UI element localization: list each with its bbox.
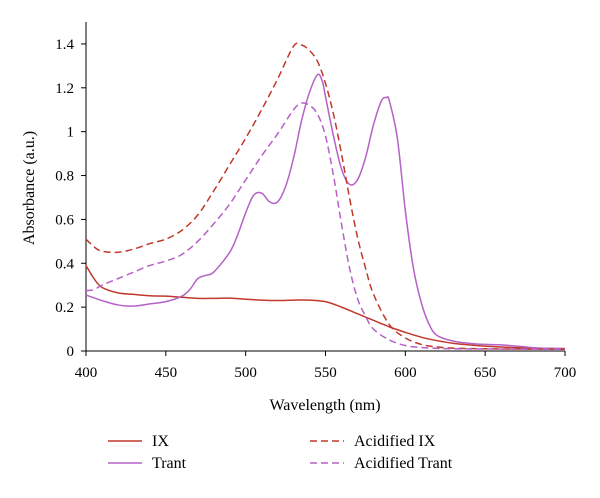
y-tick-label: 0 [67, 344, 75, 360]
x-tick-label: 600 [394, 365, 417, 381]
y-tick-label: 0.6 [55, 212, 74, 228]
legend-label-ix: IX [152, 433, 169, 450]
x-axis-title: Wavelength (nm) [269, 397, 380, 414]
y-tick-label: 1 [67, 125, 75, 141]
series-line-acidified-ix [85, 42, 566, 350]
series-line-ix [85, 265, 566, 350]
legend-label-acidified-ix: Acidified IX [354, 433, 436, 450]
legend-label-trant: Trant [152, 455, 187, 472]
x-tick-label: 700 [554, 365, 577, 381]
legend-label-acidified-trant: Acidified Trant [354, 455, 453, 472]
x-tick-label: 450 [155, 365, 178, 381]
x-tick-label: 400 [75, 365, 98, 381]
y-tick-label: 0.8 [55, 169, 74, 185]
y-tick-label: 0.2 [55, 300, 74, 316]
x-tick-label: 650 [474, 365, 497, 381]
series-lines [85, 42, 566, 350]
y-tick-label: 1.4 [55, 37, 74, 53]
series-line-trant [85, 73, 566, 350]
y-tick-label: 1.2 [55, 81, 74, 97]
series-line-acidified-trant [85, 102, 566, 350]
x-tick-label: 500 [234, 365, 257, 381]
x-tick-label: 550 [314, 365, 337, 381]
y-axis-title: Absorbance (a.u.) [21, 131, 38, 245]
legend: IX Trant Acidified IX Acidified Trant [108, 433, 453, 472]
axes [81, 22, 566, 356]
y-tick-label: 0.4 [55, 256, 74, 272]
tick-labels: 400 450 500 550 600 650 700 0 0.2 0.4 0.6 0.8 1 1.2 1.… [55, 37, 576, 381]
